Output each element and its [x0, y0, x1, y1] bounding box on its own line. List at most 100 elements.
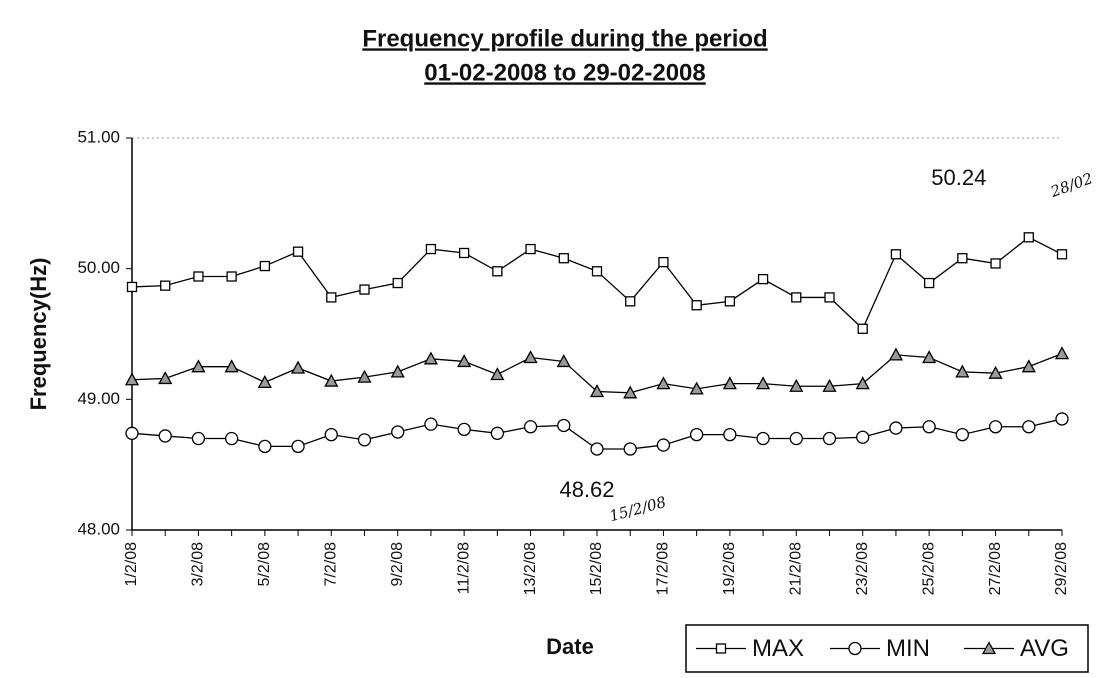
- data-point: [757, 273, 769, 285]
- data-point: [258, 439, 272, 454]
- data-point: [589, 384, 605, 398]
- annotation: 28/02: [1047, 169, 1095, 201]
- x-axis-label: Date: [546, 634, 594, 659]
- data-point: [722, 376, 737, 390]
- data-point: [326, 292, 337, 303]
- data-point: [259, 260, 271, 272]
- data-point: [457, 422, 471, 437]
- data-point: [1054, 346, 1070, 360]
- data-point: [724, 296, 736, 307]
- data-point: [623, 385, 638, 399]
- data-point: [226, 271, 237, 282]
- legend-label: AVG: [1020, 635, 1069, 662]
- y-tick-label: 51.00: [77, 127, 120, 146]
- x-tick-label: 21/2/08: [788, 542, 805, 595]
- data-point: [1023, 232, 1034, 243]
- x-tick-label: 27/2/08: [987, 542, 1004, 595]
- x-tick-label: 5/2/08: [256, 542, 273, 587]
- data-point: [822, 378, 837, 392]
- legend-marker: [848, 641, 862, 656]
- y-tick-label: 48.00: [77, 519, 120, 538]
- data-point: [922, 420, 936, 434]
- annotation: 15/2/08: [607, 493, 668, 525]
- data-point: [124, 372, 140, 386]
- data-label: 48.62: [559, 477, 614, 502]
- data-point: [290, 360, 306, 374]
- data-point: [957, 253, 968, 264]
- x-tick-label: 3/2/08: [190, 542, 207, 587]
- data-point: [126, 281, 138, 293]
- data-label: 50.24: [931, 165, 986, 190]
- data-point: [591, 266, 603, 277]
- data-point: [855, 376, 870, 390]
- data-point: [756, 431, 770, 446]
- data-point: [1021, 359, 1036, 373]
- data-point: [689, 381, 704, 395]
- data-point: [656, 438, 671, 452]
- data-point: [890, 249, 902, 260]
- data-point: [423, 351, 439, 365]
- data-point: [292, 246, 304, 257]
- data-point: [988, 365, 1003, 379]
- data-point: [324, 373, 339, 387]
- data-point: [1056, 249, 1068, 260]
- data-point: [424, 417, 438, 431]
- data-point: [359, 284, 370, 295]
- data-point: [990, 258, 1001, 269]
- data-point: [658, 256, 669, 268]
- data-point: [224, 431, 239, 446]
- legend-box: [685, 624, 1089, 673]
- data-point: [490, 367, 505, 381]
- data-point: [191, 359, 206, 373]
- data-point: [888, 347, 904, 361]
- x-tick-label: 23/2/08: [854, 542, 871, 595]
- data-point: [623, 442, 637, 456]
- data-point: [158, 371, 173, 385]
- y-tick-label: 50.00: [77, 258, 120, 277]
- series-line: [131, 236, 1063, 330]
- data-point: [458, 247, 470, 259]
- data-point: [755, 376, 771, 390]
- data-point: [324, 427, 338, 442]
- data-point: [1022, 420, 1036, 434]
- x-tick-label: 25/2/08: [920, 542, 937, 595]
- x-tick-label: 13/2/08: [522, 542, 539, 595]
- data-point: [822, 431, 837, 446]
- data-point: [224, 359, 239, 373]
- data-point: [988, 420, 1003, 434]
- data-point: [955, 427, 970, 442]
- data-point: [492, 266, 503, 277]
- data-point: [590, 442, 604, 456]
- data-point: [357, 433, 372, 447]
- data-point: [1055, 412, 1069, 426]
- legend-marker: [981, 641, 997, 655]
- x-tick-label: 9/2/08: [389, 542, 406, 587]
- x-tick-label: 29/2/08: [1053, 542, 1070, 595]
- data-point: [558, 253, 569, 264]
- data-point: [193, 271, 204, 282]
- data-point: [789, 378, 804, 392]
- data-point: [557, 418, 571, 433]
- data-point: [689, 427, 704, 442]
- data-point: [922, 350, 937, 364]
- x-tick-label: 17/2/08: [655, 542, 672, 595]
- data-point: [723, 427, 737, 442]
- data-point: [525, 243, 536, 255]
- data-point: [523, 420, 538, 434]
- data-point: [625, 296, 636, 307]
- data-point: [923, 277, 935, 289]
- x-tick-label: 7/2/08: [323, 542, 340, 587]
- y-axis-label: Frequency(Hz): [26, 258, 51, 411]
- data-point: [257, 374, 272, 388]
- data-point: [125, 426, 139, 440]
- data-point: [457, 354, 472, 368]
- x-tick-label: 19/2/08: [721, 542, 738, 595]
- data-point: [856, 430, 870, 444]
- data-point: [789, 431, 803, 446]
- data-point: [390, 364, 405, 378]
- chart-subtitle: 01-02-2008 to 29-02-2008: [424, 59, 706, 86]
- data-point: [391, 425, 405, 439]
- data-point: [889, 421, 903, 435]
- x-tick-label: 15/2/08: [588, 542, 605, 595]
